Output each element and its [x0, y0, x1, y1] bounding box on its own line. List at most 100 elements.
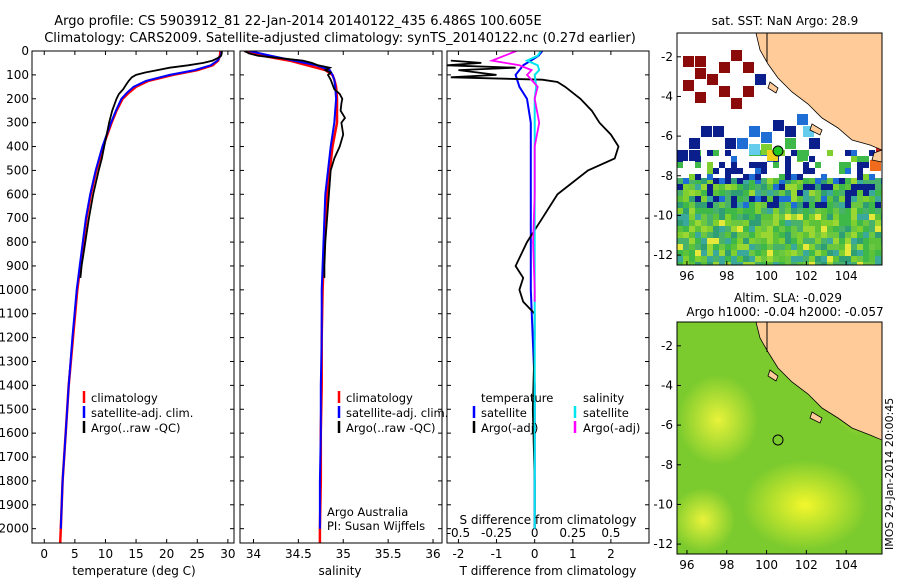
- sst-cell: [875, 262, 881, 265]
- sst-cell: [809, 232, 815, 238]
- sst-cell: [821, 226, 827, 232]
- sst-cell: [815, 220, 821, 226]
- sla-map-title: Altim. SLA: -0.029: [734, 291, 842, 305]
- sst-cell: [809, 202, 815, 208]
- sst-cell: [851, 214, 857, 220]
- y-tick-label: 1800: [0, 474, 29, 488]
- sst-cell: [713, 244, 719, 250]
- sst-cell: [719, 202, 725, 208]
- x-tick-label: 0: [531, 547, 539, 561]
- sst-cell: [707, 202, 713, 208]
- sst-cell: [821, 208, 827, 214]
- sst-cell: [755, 184, 761, 190]
- sst-cell: [701, 196, 707, 202]
- y-tick-label: 0: [21, 44, 29, 58]
- sst-cell: [851, 232, 857, 238]
- sst-cell: [683, 238, 689, 244]
- sst-cell: [821, 220, 827, 226]
- sst-cell: [875, 208, 881, 214]
- difference-panel: -2 -1 0 1 2 -0.5 -0.25 0 0.25 0.5: [446, 50, 650, 561]
- s-difference-axis-label: S difference from climatology: [460, 513, 637, 527]
- sst-cell: [749, 196, 755, 202]
- sla-high-patch: [743, 460, 867, 550]
- sst-cell: [797, 214, 803, 220]
- sst-cell: [755, 74, 766, 85]
- sst-cell: [713, 202, 719, 208]
- sst-cell: [809, 190, 815, 196]
- sst-cell: [785, 126, 796, 137]
- sst-cell: [719, 250, 725, 256]
- sst-cell: [755, 174, 761, 180]
- sst-cell: [869, 250, 875, 256]
- sst-cell: [845, 256, 851, 262]
- sst-cell: [851, 184, 857, 190]
- y-tick-label: 2000: [0, 522, 29, 536]
- sst-cell: [785, 262, 791, 265]
- sst-cell: [755, 256, 761, 262]
- sst-cell: [737, 138, 748, 149]
- sst-cell: [839, 238, 845, 244]
- sst-cell: [767, 196, 773, 202]
- x-tick-label: 0: [40, 547, 48, 561]
- sst-cell: [869, 262, 875, 265]
- sst-cell: [839, 250, 845, 256]
- sst-cell: [785, 244, 791, 250]
- sst-cell: [719, 196, 725, 202]
- sst-cell: [839, 232, 845, 238]
- nias-island: [809, 123, 823, 136]
- sst-cell: [779, 196, 785, 202]
- sst-cell: [725, 226, 731, 232]
- sst-cell: [863, 238, 869, 244]
- y-tick-label: 200: [6, 92, 29, 106]
- sst-cell: [773, 238, 779, 244]
- sst-cell: [755, 202, 761, 208]
- sst-map-ticks: 96 98 100 102 104 -2 -4 -6 -8 -10 -12: [653, 50, 857, 283]
- map-x-tick-label: 102: [795, 558, 818, 572]
- sst-cell: [839, 168, 845, 174]
- sst-cell: [707, 232, 713, 238]
- sst-cell: [713, 214, 719, 220]
- y-tick-label: 700: [6, 211, 29, 225]
- sst-cell: [695, 184, 701, 190]
- sst-cell: [821, 174, 827, 180]
- sst-cell: [851, 196, 857, 202]
- sst-cell: [761, 184, 767, 190]
- map-x-tick-label: 96: [679, 269, 694, 283]
- sst-cell: [851, 150, 857, 156]
- sst-cell: [797, 256, 803, 262]
- map-y-tick-label: -2: [661, 50, 673, 64]
- x-tick-label: -2: [452, 547, 464, 561]
- sst-cell: [851, 220, 857, 226]
- sst-cell: [791, 226, 797, 232]
- sst-cell: [785, 174, 791, 180]
- sst-cell: [743, 256, 749, 262]
- s-tick-label: 0.25: [559, 526, 586, 540]
- sst-cell: [767, 150, 778, 161]
- sst-cell: [725, 178, 731, 184]
- legend-label-climatology: climatology: [346, 391, 413, 405]
- sst-cell: [797, 208, 803, 214]
- sst-cell: [845, 208, 851, 214]
- sst-cell: [749, 238, 755, 244]
- sst-cell: [875, 214, 881, 220]
- sst-cell: [755, 214, 761, 220]
- series-line-satellite-adj-clim-: [248, 51, 338, 529]
- series-line-s-argo: [488, 51, 541, 302]
- sst-cell: [779, 220, 785, 226]
- sla-map-subtitle: Argo h1000: -0.04 h2000: -0.057: [686, 305, 883, 319]
- sst-cell: [719, 262, 725, 265]
- map-x-tick-label: 100: [755, 558, 778, 572]
- sst-cell: [713, 150, 719, 156]
- sst-cell: [677, 196, 683, 202]
- sst-cell: [743, 202, 749, 208]
- sst-cell: [755, 196, 761, 202]
- sst-cell: [713, 256, 719, 262]
- sst-cell: [695, 162, 701, 168]
- y-tick-label: 1400: [0, 378, 29, 392]
- sst-cell: [785, 256, 791, 262]
- sst-cell: [839, 256, 845, 262]
- sst-cell: [755, 238, 761, 244]
- sst-cell: [713, 178, 719, 184]
- sst-cell: [839, 226, 845, 232]
- map-y-tick-label: -12: [653, 537, 673, 551]
